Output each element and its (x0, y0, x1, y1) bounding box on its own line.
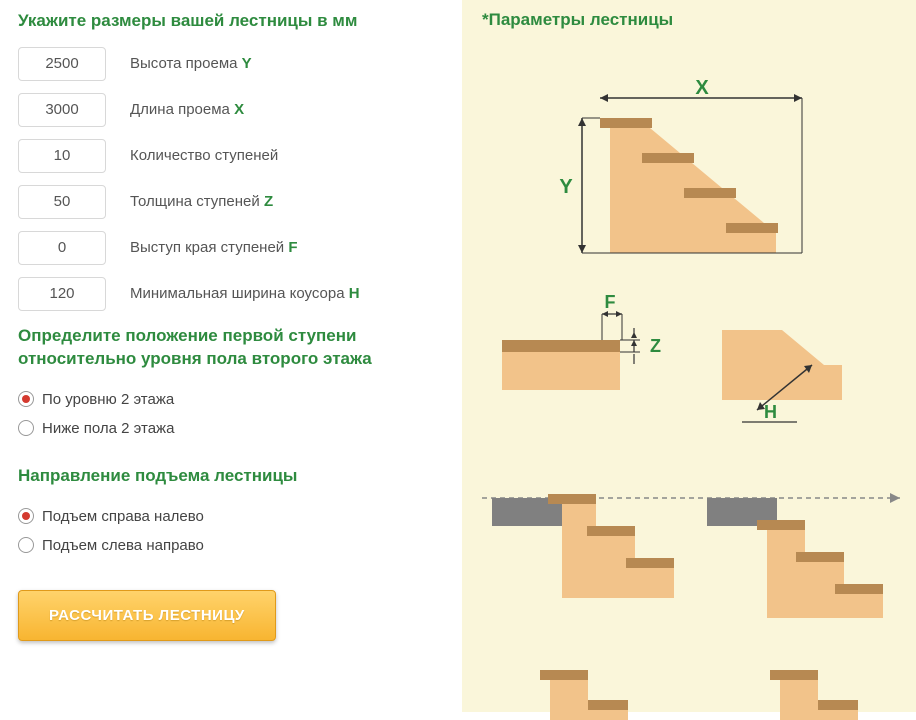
diagram-label-x: X (695, 77, 709, 99)
field-length: Длина проема X (18, 93, 444, 127)
staircase-diagrams-svg: X Y (482, 40, 916, 720)
radio-group-direction: Подъем справа налево Подъем слева направ… (18, 502, 444, 560)
radio-direction-rtl[interactable]: Подъем справа налево (18, 502, 444, 531)
radio-first-step-below[interactable]: Ниже пола 2 этажа (18, 414, 444, 443)
input-height[interactable] (18, 47, 106, 81)
input-overhang[interactable] (18, 231, 106, 265)
field-steps: Количество ступеней (18, 139, 444, 173)
dimensions-title: Укажите размеры вашей лестницы в мм (18, 10, 444, 33)
input-steps[interactable] (18, 139, 106, 173)
radio-group-first-step: По уровню 2 этажа Ниже пола 2 этажа (18, 385, 444, 443)
diagram-label-z: Z (650, 336, 661, 356)
diagram-title: *Параметры лестницы (482, 10, 916, 30)
label-overhang: Выступ края ступеней F (130, 239, 298, 256)
label-steps: Количество ступеней (130, 147, 278, 164)
input-length[interactable] (18, 93, 106, 127)
field-height: Высота проема Y (18, 47, 444, 81)
radio-direction-ltr[interactable]: Подъем слева направо (18, 531, 444, 560)
calculate-button[interactable]: РАССЧИТАТЬ ЛЕСТНИЦУ (18, 590, 276, 641)
radio-icon (18, 508, 34, 524)
radio-icon (18, 420, 34, 436)
label-height: Высота проема Y (130, 55, 252, 72)
label-length: Длина проема X (130, 101, 244, 118)
form-panel: Укажите размеры вашей лестницы в мм Высо… (0, 0, 462, 712)
input-stringer[interactable] (18, 277, 106, 311)
diagram-panel: *Параметры лестницы (462, 0, 916, 712)
field-thickness: Толщина ступеней Z (18, 185, 444, 219)
diagram-label-h: H (764, 402, 777, 422)
field-overhang: Выступ края ступеней F (18, 231, 444, 265)
radio-icon (18, 391, 34, 407)
input-thickness[interactable] (18, 185, 106, 219)
label-stringer: Минимальная ширина коусора H (130, 285, 360, 302)
diagram-label-y: Y (559, 176, 573, 198)
diagrams: X Y (482, 40, 916, 700)
first-step-title: Определите положение первой ступени отно… (18, 325, 444, 371)
field-stringer: Минимальная ширина коусора H (18, 277, 444, 311)
direction-title: Направление подъема лестницы (18, 465, 444, 488)
label-thickness: Толщина ступеней Z (130, 193, 273, 210)
radio-icon (18, 537, 34, 553)
radio-first-step-level[interactable]: По уровню 2 этажа (18, 385, 444, 414)
diagram-label-f: F (605, 292, 616, 312)
